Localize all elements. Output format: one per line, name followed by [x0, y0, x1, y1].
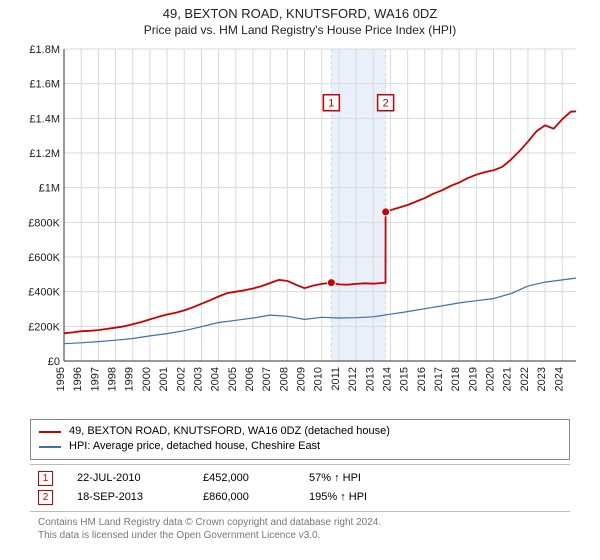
svg-text:2020: 2020 [485, 367, 497, 391]
legend-label-hpi: HPI: Average price, detached house, Ches… [69, 439, 320, 454]
svg-text:£1.2M: £1.2M [29, 148, 60, 160]
svg-text:£0: £0 [48, 356, 60, 368]
svg-text:1998: 1998 [107, 367, 119, 391]
chart-title: 49, BEXTON ROAD, KNUTSFORD, WA16 0DZ [0, 6, 600, 21]
svg-text:2008: 2008 [278, 367, 290, 391]
sale-marker-row: 2 18-SEP-2013 £860,000 195% ↑ HPI [30, 488, 570, 507]
svg-text:2009: 2009 [296, 367, 308, 391]
sale-marker-date: 22-JUL-2010 [77, 472, 197, 484]
svg-text:2010: 2010 [313, 367, 325, 391]
svg-text:£1.6M: £1.6M [29, 79, 60, 91]
sale-marker-badge: 2 [38, 490, 53, 505]
svg-text:£1.8M: £1.8M [29, 44, 60, 56]
svg-text:2019: 2019 [467, 367, 479, 391]
svg-text:2013: 2013 [364, 367, 376, 391]
svg-text:2022: 2022 [519, 367, 531, 391]
svg-text:2023: 2023 [536, 367, 548, 391]
svg-text:2006: 2006 [244, 367, 256, 391]
svg-text:2004: 2004 [210, 367, 222, 391]
legend-swatch-price-paid [39, 431, 61, 433]
sale-marker-badge: 1 [38, 471, 53, 486]
sale-marker-row: 1 22-JUL-2010 £452,000 57% ↑ HPI [30, 469, 570, 488]
sale-marker-pct: 195% ↑ HPI [309, 491, 367, 503]
svg-text:£1M: £1M [39, 183, 60, 195]
svg-text:2016: 2016 [416, 367, 428, 391]
svg-text:£1.4M: £1.4M [29, 113, 60, 125]
legend-swatch-hpi [39, 446, 61, 448]
svg-text:1: 1 [328, 98, 334, 110]
attribution: Contains HM Land Registry data © Crown c… [30, 511, 570, 542]
sale-marker-table: 1 22-JUL-2010 £452,000 57% ↑ HPI 2 18-SE… [30, 464, 570, 507]
legend-row-hpi: HPI: Average price, detached house, Ches… [39, 439, 561, 454]
svg-text:2011: 2011 [330, 367, 342, 391]
chart-subtitle: Price paid vs. HM Land Registry's House … [0, 23, 600, 37]
svg-text:2024: 2024 [553, 367, 565, 391]
svg-text:£800K: £800K [28, 217, 60, 229]
svg-text:1996: 1996 [72, 367, 84, 391]
svg-text:1997: 1997 [89, 367, 101, 391]
chart-legend: 49, BEXTON ROAD, KNUTSFORD, WA16 0DZ (de… [30, 419, 570, 460]
svg-text:£400K: £400K [28, 287, 60, 299]
svg-text:2002: 2002 [175, 367, 187, 391]
svg-text:2005: 2005 [227, 367, 239, 391]
svg-text:2014: 2014 [381, 367, 393, 391]
svg-text:2021: 2021 [502, 367, 514, 391]
sale-marker-price: £452,000 [203, 472, 303, 484]
svg-text:£600K: £600K [28, 252, 60, 264]
sale-marker-date: 18-SEP-2013 [77, 491, 197, 503]
price-chart: £0 £200K £400K £600K £800K £1M £1.2M £1.4M £1.6M… [20, 43, 580, 413]
svg-text:2001: 2001 [158, 367, 170, 391]
svg-text:£200K: £200K [28, 321, 60, 333]
legend-row-price-paid: 49, BEXTON ROAD, KNUTSFORD, WA16 0DZ (de… [39, 424, 561, 439]
sale-marker-pct: 57% ↑ HPI [309, 472, 361, 484]
chart-titles: 49, BEXTON ROAD, KNUTSFORD, WA16 0DZ Pri… [0, 0, 600, 39]
svg-text:2000: 2000 [141, 367, 153, 391]
svg-text:1995: 1995 [55, 367, 67, 391]
svg-text:2012: 2012 [347, 367, 359, 391]
svg-text:2018: 2018 [450, 367, 462, 391]
attribution-line: This data is licensed under the Open Gov… [38, 529, 562, 542]
svg-text:2007: 2007 [261, 367, 273, 391]
svg-text:2003: 2003 [192, 367, 204, 391]
svg-text:2017: 2017 [433, 367, 445, 391]
svg-text:1999: 1999 [124, 367, 136, 391]
attribution-line: Contains HM Land Registry data © Crown c… [38, 516, 562, 529]
sale-marker-price: £860,000 [203, 491, 303, 503]
legend-label-price-paid: 49, BEXTON ROAD, KNUTSFORD, WA16 0DZ (de… [69, 424, 390, 439]
svg-text:2: 2 [383, 98, 389, 110]
svg-text:2015: 2015 [399, 367, 411, 391]
